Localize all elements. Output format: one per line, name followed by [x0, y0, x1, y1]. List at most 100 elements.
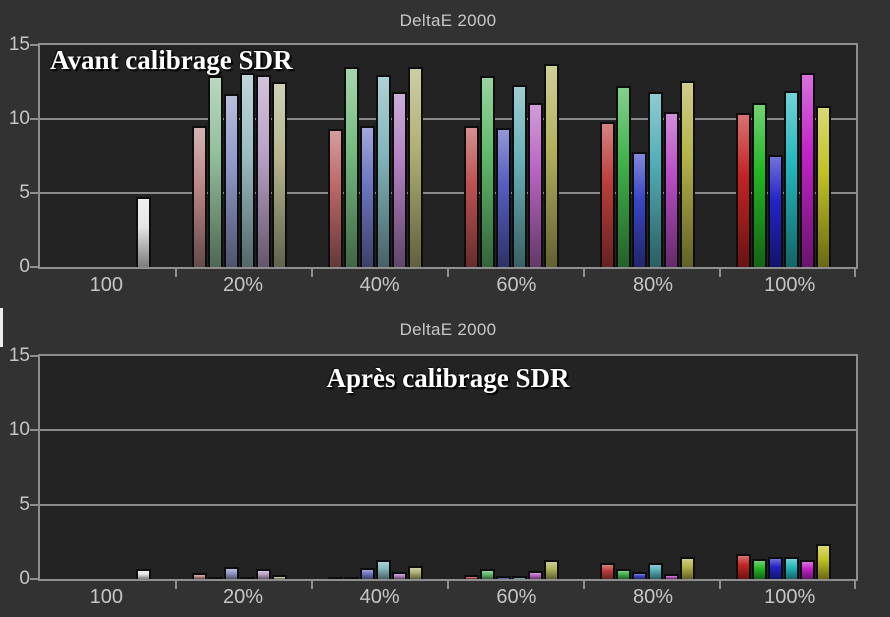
bar-magenta	[664, 573, 679, 579]
x-axis-tick	[175, 581, 177, 589]
bar-red	[464, 574, 479, 579]
x-axis-tick	[311, 269, 313, 277]
bar-white	[136, 569, 151, 579]
bar-yellow	[680, 80, 695, 267]
gridline	[40, 192, 856, 194]
bar-magenta	[528, 102, 543, 267]
bar-green	[616, 569, 631, 579]
bar-yellow	[816, 105, 831, 267]
x-axis-label: 40%	[359, 586, 400, 608]
chart-annotation: Après calibrage SDR	[326, 363, 570, 393]
bar-group-40%	[312, 67, 448, 267]
bar-cyan	[240, 73, 255, 267]
y-axis-tick	[30, 429, 38, 432]
y-axis-tick	[30, 44, 38, 46]
bar-magenta	[664, 111, 679, 267]
chart-annotation: Avant calibrage SDR	[50, 45, 293, 75]
chart-title: DeltaE 2000	[399, 320, 497, 339]
bar-group-20%	[176, 73, 312, 267]
bar-white	[136, 197, 151, 267]
bar-blue	[632, 151, 647, 267]
x-axis-label: 60%	[496, 586, 537, 608]
bar-red	[464, 126, 479, 267]
x-axis-label: 100%	[764, 274, 816, 296]
bar-blue	[496, 127, 511, 267]
x-axis-labels: 100 20% 40% 60% 80% 100%	[38, 586, 858, 609]
bar-red	[328, 577, 343, 579]
y-axis-label: 0	[19, 256, 30, 277]
y-axis-label: 10	[8, 108, 30, 129]
x-axis-tick	[854, 581, 856, 589]
gridline	[40, 429, 856, 432]
bar-magenta	[256, 569, 271, 579]
bar-cyan	[784, 556, 799, 579]
bar-green	[480, 569, 495, 579]
x-axis-label: 100	[89, 586, 124, 608]
bar-green	[752, 558, 767, 579]
bar-group-100	[40, 569, 176, 579]
plot-area: Avant calibrage SDR 0 5 10 15	[9, 34, 858, 277]
bar-group-40%	[312, 560, 448, 579]
x-axis-label: 20%	[222, 586, 264, 608]
x-axis-label: 100%	[764, 586, 816, 608]
chart-title: DeltaE 2000	[399, 11, 497, 30]
bar-magenta	[392, 571, 407, 579]
y-axis-tick	[30, 503, 38, 506]
x-axis-tick	[583, 269, 585, 277]
bar-green	[616, 86, 631, 267]
bar-cyan	[512, 84, 527, 267]
y-axis-tick	[30, 192, 38, 194]
bar-blue	[360, 126, 375, 267]
x-axis-tick	[583, 581, 585, 589]
bar-cyan	[240, 577, 255, 579]
bar-yellow	[544, 64, 559, 267]
bar-blue	[632, 571, 647, 579]
bar-yellow	[816, 544, 831, 579]
bar-group-60%	[448, 64, 584, 267]
bar-green	[208, 76, 223, 267]
bar-group-100%	[720, 544, 856, 579]
bar-red	[736, 554, 751, 579]
bar-green	[208, 577, 223, 579]
bar-cyan	[376, 74, 391, 267]
y-axis-label: 10	[8, 419, 30, 441]
bar-red	[600, 121, 615, 267]
bar-magenta	[392, 92, 407, 267]
gridline	[40, 118, 856, 120]
bar-blue	[768, 557, 783, 579]
x-axis-label: 20%	[222, 274, 264, 296]
bar-red	[736, 113, 751, 267]
bar-cyan	[784, 90, 799, 267]
bar-yellow	[272, 82, 287, 267]
chart-after-calibration: DeltaE 2000 Après calibrage SDR 0 5 10 15 1…	[0, 309, 890, 617]
x-axis-label: 60%	[496, 274, 537, 296]
bar-yellow	[680, 557, 695, 579]
y-axis-label: 5	[19, 493, 30, 515]
x-axis-label: 40%	[359, 274, 400, 296]
bar-cyan	[648, 563, 663, 579]
plot-area: Après calibrage SDR 0 5 10 15	[9, 345, 858, 589]
bar-group-100	[40, 197, 176, 267]
bar-green	[480, 76, 495, 267]
bar-yellow	[544, 560, 559, 579]
y-axis-label: 15	[8, 345, 30, 366]
window-edge-artifact	[0, 308, 3, 347]
bar-blue	[496, 576, 511, 579]
bar-red	[328, 129, 343, 267]
bar-yellow	[408, 67, 423, 267]
y-axis-label: 15	[8, 34, 30, 55]
bar-magenta	[800, 559, 815, 579]
x-axis-tick	[719, 269, 721, 277]
bar-green	[344, 577, 359, 579]
x-axis-labels: 100 20% 40% 60% 80% 100%	[38, 274, 858, 297]
bar-red	[600, 562, 615, 579]
bar-yellow	[408, 566, 423, 579]
bar-group-80%	[584, 80, 720, 267]
x-axis-tick	[175, 269, 177, 277]
bar-red	[192, 573, 207, 579]
bar-blue	[224, 93, 239, 267]
y-axis-tick	[30, 355, 38, 357]
bar-yellow	[272, 574, 287, 579]
bar-blue	[224, 567, 239, 579]
x-axis-tick	[447, 581, 449, 589]
